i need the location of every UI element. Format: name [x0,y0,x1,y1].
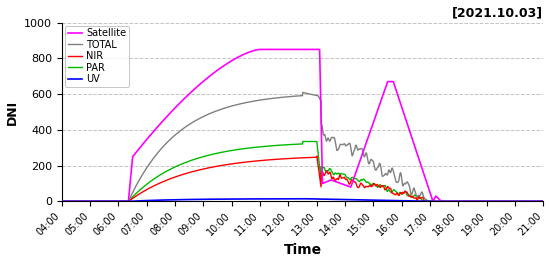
NIR [243,160,250,164]
NIR [531,200,537,203]
TOTAL [243,101,250,104]
TOTAL [531,200,537,203]
PAR [531,200,537,203]
Satellite [59,200,65,203]
TOTAL [59,200,65,203]
PAR [479,200,485,203]
NIR [540,200,547,203]
UV [540,200,547,203]
Line: Satellite: Satellite [62,49,544,201]
TOTAL [479,200,485,203]
TOTAL [114,200,120,203]
PAR [540,200,547,203]
Satellite [479,200,485,203]
NIR [264,158,271,161]
PAR [299,140,306,143]
UV [264,197,271,200]
NIR [59,200,65,203]
Satellite [257,48,264,51]
PAR [142,184,149,187]
Legend: Satellite, TOTAL, NIR, PAR, UV: Satellite, TOTAL, NIR, PAR, UV [65,26,129,87]
Line: NIR: NIR [62,156,544,201]
NIR [479,200,485,203]
Line: TOTAL: TOTAL [62,92,544,201]
TOTAL [540,200,547,203]
Satellite [531,200,537,203]
Satellite [243,52,250,55]
Satellite [264,48,271,51]
PAR [264,145,271,148]
Line: PAR: PAR [62,141,544,201]
Satellite [114,200,120,203]
Satellite [540,200,547,203]
TOTAL [264,97,271,100]
UV [531,200,537,203]
Text: [2021.10.03]: [2021.10.03] [452,6,544,19]
PAR [59,200,65,203]
UV [142,199,149,202]
NIR [142,189,149,192]
UV [243,197,250,200]
Y-axis label: DNI: DNI [5,99,19,125]
TOTAL [299,91,306,94]
NIR [114,200,120,203]
UV [114,200,120,203]
UV [479,200,485,203]
PAR [114,200,120,203]
PAR [243,147,250,150]
X-axis label: Time: Time [284,244,322,257]
UV [299,197,306,200]
Satellite [142,139,149,143]
UV [59,200,65,203]
TOTAL [142,168,149,171]
Line: UV: UV [62,199,544,201]
NIR [313,155,320,158]
